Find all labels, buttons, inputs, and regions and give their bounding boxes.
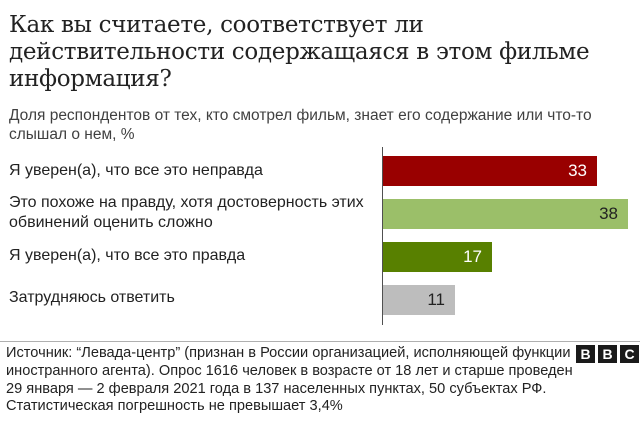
y-axis-line [382,147,383,325]
row-label: Это похоже на правду, хотя достоверность… [9,194,364,231]
bbc-logo-letter: C [620,345,639,363]
bar-value: 11 [427,290,445,309]
bbc-logo-letter: B [598,345,617,363]
row-label: Я уверен(а), что все это правда [9,247,246,264]
chart-title: Как вы считаете, соответствует ли действ… [9,12,590,92]
bar-seems-true: 38 [383,199,628,229]
bar-not-true: 33 [383,156,597,186]
row-label: Затрудняюсь ответить [9,289,175,306]
bbc-logo: B B C [576,345,639,363]
bbc-logo-letter: B [576,345,595,363]
bar-true: 17 [383,242,492,272]
source-note: Источник: “Левада-центр” (признан в Росс… [6,345,573,415]
bar-value: 38 [599,204,618,223]
bar-value: 33 [568,161,587,180]
bar-hard-to-say: 11 [383,285,455,315]
footer-divider [0,341,640,342]
bar-value: 17 [463,247,482,266]
row-label: Я уверен(а), что все это неправда [9,162,263,179]
chart-subtitle: Доля респондентов от тех, кто смотрел фи… [9,107,592,143]
